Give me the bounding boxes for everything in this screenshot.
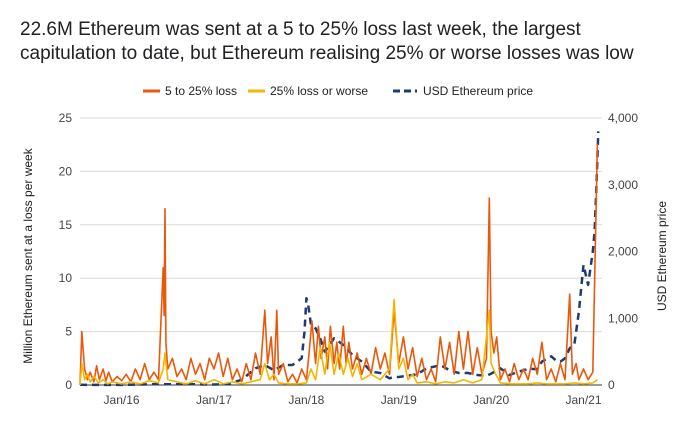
legend-label: USD Ethereum price	[423, 84, 533, 98]
y-tick-label: 10	[59, 271, 73, 285]
legend-item-2: USD Ethereum price	[393, 84, 533, 98]
x-tick-label: Jan/21	[566, 393, 602, 407]
y-axis-ticks: 0 5 10 15 20 25	[59, 111, 73, 392]
y-axis-label: Million Ethereum sent at a loss per week	[21, 147, 35, 363]
x-tick-label: Jan/17	[196, 393, 232, 407]
y2-tick-label: 4,000	[608, 111, 638, 125]
y2-axis-label: USD Ethereum price	[655, 201, 669, 311]
legend-item-0: 5 to 25% loss	[143, 84, 237, 98]
y-tick-label: 15	[59, 218, 73, 232]
x-tick-label: Jan/19	[381, 393, 417, 407]
y-tick-label: 5	[65, 325, 72, 339]
y2-tick-label: 2,000	[608, 245, 638, 259]
x-tick-label: Jan/18	[288, 393, 324, 407]
series-line-1	[79, 298, 598, 386]
y2-axis-ticks: 0 1,000 2,000 3,000 4,000	[608, 111, 638, 392]
y-tick-label: 25	[59, 111, 73, 125]
x-tick-label: Jan/20	[473, 393, 509, 407]
series-layer	[79, 131, 600, 387]
x-axis-ticks: Jan/16 Jan/17 Jan/18 Jan/19 Jan/20 Jan/21	[104, 393, 602, 407]
legend-label: 5 to 25% loss	[165, 84, 237, 98]
chart-title-line-2: capitulation to date, but Ethereum reali…	[20, 43, 634, 64]
chart-title: 22.6M Ethereum was sent at a 5 to 25% lo…	[20, 18, 680, 66]
series-line-0	[79, 143, 599, 386]
y-tick-label: 20	[59, 164, 73, 178]
y2-tick-label: 0	[608, 378, 615, 392]
y-tick-label: 0	[65, 378, 72, 392]
legend-item-1: 25% loss or worse	[248, 84, 368, 98]
y2-tick-label: 1,000	[608, 311, 638, 325]
x-tick-label: Jan/16	[104, 393, 140, 407]
legend: 5 to 25% loss 25% loss or worse USD Ethere…	[143, 84, 533, 98]
series-line-2	[79, 131, 600, 387]
y2-tick-label: 3,000	[608, 178, 638, 192]
legend-label: 25% loss or worse	[270, 84, 368, 98]
chart-title-line-1: 22.6M Ethereum was sent at a 5 to 25% lo…	[20, 19, 581, 40]
